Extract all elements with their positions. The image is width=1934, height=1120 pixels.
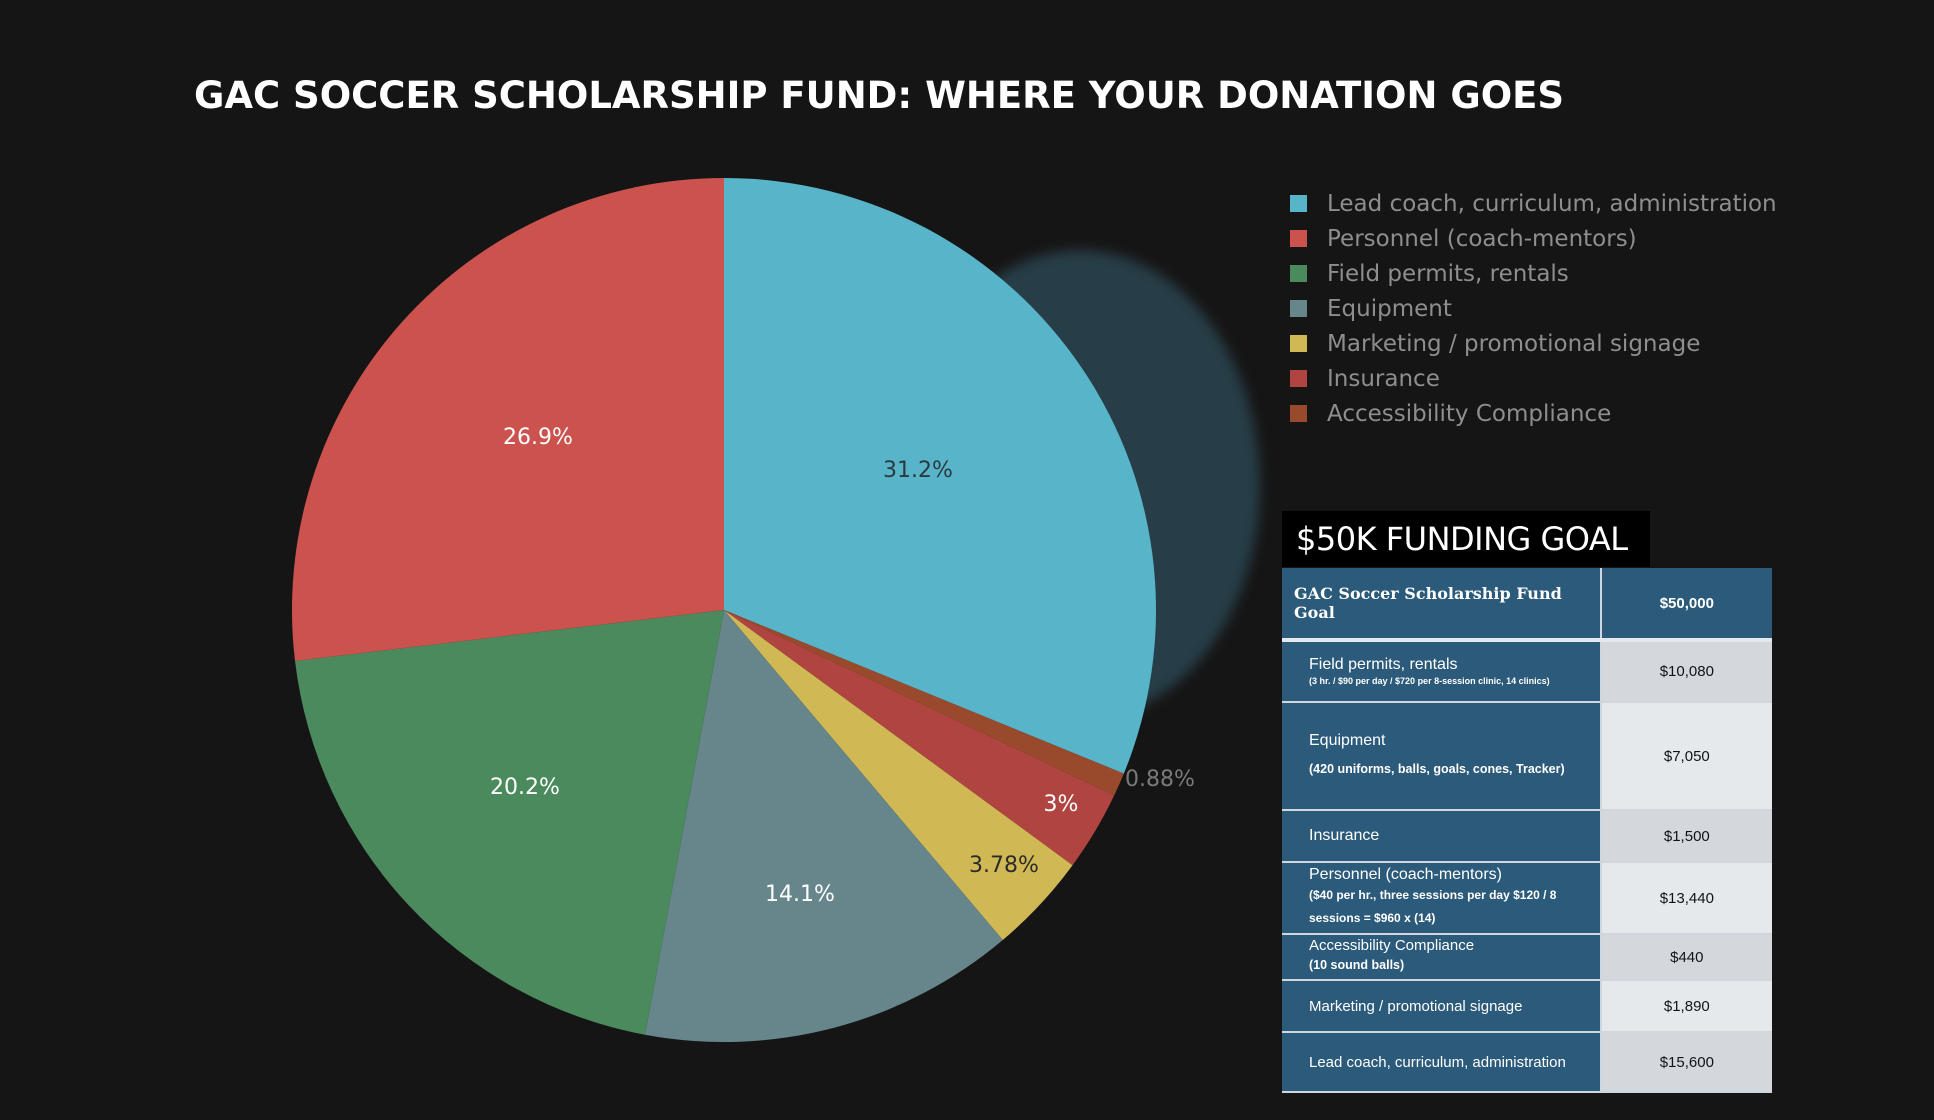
legend-item: Lead coach, curriculum, administration (1290, 186, 1777, 221)
pie-data-label: 0.88% (1125, 767, 1195, 792)
row-label-cell: Accessibility Compliance (10 sound balls… (1282, 934, 1602, 980)
row-value: $10,080 (1600, 640, 1772, 702)
pie-slice (292, 178, 724, 662)
legend-label: Marketing / promotional signage (1327, 330, 1701, 357)
table-row: Lead coach, curriculum, administration $… (1282, 1032, 1772, 1092)
row-value: $1,890 (1600, 980, 1772, 1032)
row-label-cell: Equipment (420 uniforms, balls, goals, c… (1282, 702, 1602, 810)
legend-swatch (1290, 335, 1307, 352)
pie-data-label: 20.2% (490, 775, 560, 800)
pie-slice (644, 610, 1003, 1042)
legend-item: Insurance (1290, 361, 1777, 396)
pie-data-label: 14.1% (765, 882, 835, 907)
row-label-cell: Field permits, rentals (3 hr. / $90 per … (1282, 640, 1602, 702)
legend-label: Lead coach, curriculum, administration (1327, 190, 1777, 217)
chart-legend: Lead coach, curriculum, administration P… (1290, 186, 1777, 431)
row-label: Equipment (1309, 731, 1386, 749)
legend-swatch (1290, 405, 1307, 422)
row-label-cell: Insurance (1282, 810, 1602, 862)
legend-item: Accessibility Compliance (1290, 396, 1777, 431)
row-label: Personnel (coach-mentors) (1309, 866, 1502, 883)
table-row: Insurance $1,500 (1282, 810, 1772, 862)
table-row: Marketing / promotional signage $1,890 (1282, 980, 1772, 1032)
funding-table: GAC Soccer Scholarship Fund Goal $50,000… (1282, 568, 1772, 1093)
row-label-cell: Personnel (coach-mentors) ($40 per hr., … (1282, 862, 1602, 934)
legend-label: Equipment (1327, 295, 1452, 322)
row-label: Marketing / promotional signage (1309, 997, 1523, 1015)
row-note: (10 sound balls) (1309, 958, 1405, 972)
funding-goal-heading: $50K FUNDING GOAL (1282, 511, 1650, 567)
legend-item: Equipment (1290, 291, 1777, 326)
legend-label: Personnel (coach-mentors) (1327, 225, 1637, 252)
row-label: Insurance (1309, 827, 1380, 844)
table-header-row: GAC Soccer Scholarship Fund Goal $50,000 (1282, 568, 1772, 640)
chart-title: GAC SOCCER SCHOLARSHIP FUND: WHERE YOUR … (194, 74, 1565, 117)
table-row: Personnel (coach-mentors) ($40 per hr., … (1282, 862, 1772, 934)
table-row: Equipment (420 uniforms, balls, goals, c… (1282, 702, 1772, 810)
row-value: $7,050 (1600, 702, 1772, 810)
legend-swatch (1290, 370, 1307, 387)
pie-slice (295, 610, 724, 1035)
legend-swatch (1290, 300, 1307, 317)
row-value: $13,440 (1600, 862, 1772, 934)
row-value: $440 (1600, 934, 1772, 980)
goal-value: $50,000 (1600, 568, 1772, 640)
legend-swatch (1290, 195, 1307, 212)
row-label-cell: Marketing / promotional signage (1282, 980, 1602, 1032)
goal-label: GAC Soccer Scholarship Fund Goal (1282, 568, 1602, 640)
legend-item: Field permits, rentals (1290, 256, 1777, 291)
pie-data-label: 26.9% (503, 425, 573, 450)
legend-label: Accessibility Compliance (1327, 400, 1612, 427)
legend-label: Insurance (1327, 365, 1440, 392)
legend-swatch (1290, 265, 1307, 282)
row-value: $1,500 (1600, 810, 1772, 862)
pie-data-label: 31.2% (883, 458, 953, 483)
row-note: (420 uniforms, balls, goals, cones, Trac… (1309, 761, 1565, 776)
row-label-cell: Lead coach, curriculum, administration (1282, 1032, 1602, 1092)
pie-data-label: 3% (1044, 792, 1079, 817)
row-note: (3 hr. / $90 per day / $720 per 8-sessio… (1309, 675, 1550, 686)
row-label: Accessibility Compliance (1309, 937, 1475, 954)
row-value: $15,600 (1600, 1032, 1772, 1092)
legend-swatch (1290, 230, 1307, 247)
pie-slice (724, 610, 1115, 866)
pie-slice (724, 178, 1156, 774)
pie-data-label: 3.78% (969, 853, 1039, 878)
pie-slice (724, 610, 1073, 941)
row-note: ($40 per hr., three sessions per day $12… (1309, 888, 1557, 925)
legend-label: Field permits, rentals (1327, 260, 1569, 287)
legend-item: Personnel (coach-mentors) (1290, 221, 1777, 256)
legend-item: Marketing / promotional signage (1290, 326, 1777, 361)
pie-slice (724, 610, 1124, 796)
table-row: Field permits, rentals (3 hr. / $90 per … (1282, 640, 1772, 702)
table-row: Accessibility Compliance (10 sound balls… (1282, 934, 1772, 980)
row-label: Field permits, rentals (1309, 655, 1458, 673)
row-label: Lead coach, curriculum, administration (1309, 1053, 1566, 1071)
